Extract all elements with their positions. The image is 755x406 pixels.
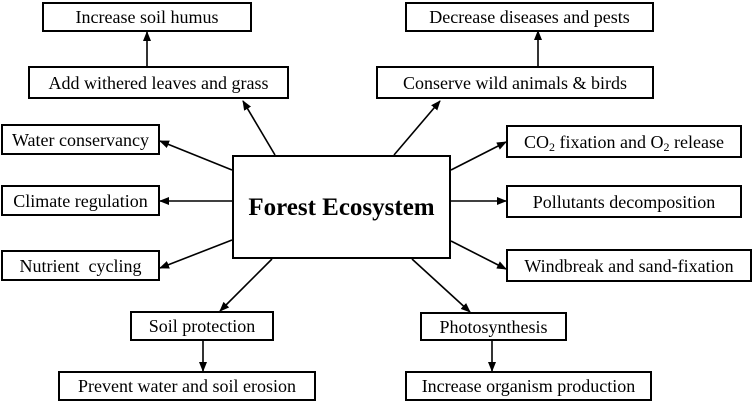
photosynthesis-node: Photosynthesis	[420, 312, 567, 341]
nutrient-cycling-node: Nutrient cycling	[1, 250, 160, 281]
climate-regulation-node: Climate regulation	[1, 185, 160, 216]
arrow-center-to-windbreak	[450, 240, 507, 270]
windbreak-node: Windbreak and sand-fixation	[506, 249, 752, 282]
water-conservancy-node: Water conservancy	[1, 124, 160, 155]
add-withered-leaves-node: Add withered leaves and grass	[28, 66, 289, 99]
forest-ecosystem-node: Forest Ecosystem	[232, 155, 451, 259]
arrow-center-to-add-withered	[242, 100, 276, 156]
arrow-center-to-conserve	[393, 100, 441, 156]
co2-fixation-label: CO2 fixation and O2 release	[524, 131, 724, 154]
arrow-center-to-photosynthesis	[411, 258, 471, 313]
arrow-center-to-soil-protection	[219, 258, 273, 312]
decrease-diseases-node: Decrease diseases and pests	[405, 2, 654, 32]
arrow-center-to-water	[159, 140, 233, 171]
increase-soil-humus-node: Increase soil humus	[42, 2, 252, 32]
pollutants-decomposition-node: Pollutants decomposition	[506, 185, 742, 218]
arrow-center-to-co2	[450, 141, 507, 171]
co2-fixation-node: CO2 fixation and O2 release	[506, 125, 742, 158]
nutrient-cycling-label: Nutrient cycling	[19, 255, 142, 276]
soil-protection-node: Soil protection	[130, 311, 274, 341]
arrow-center-to-nutrient	[159, 239, 233, 269]
increase-production-node: Increase organism production	[405, 371, 652, 401]
conserve-wild-animals-node: Conserve wild animals & birds	[376, 66, 654, 99]
prevent-erosion-node: Prevent water and soil erosion	[58, 371, 316, 401]
